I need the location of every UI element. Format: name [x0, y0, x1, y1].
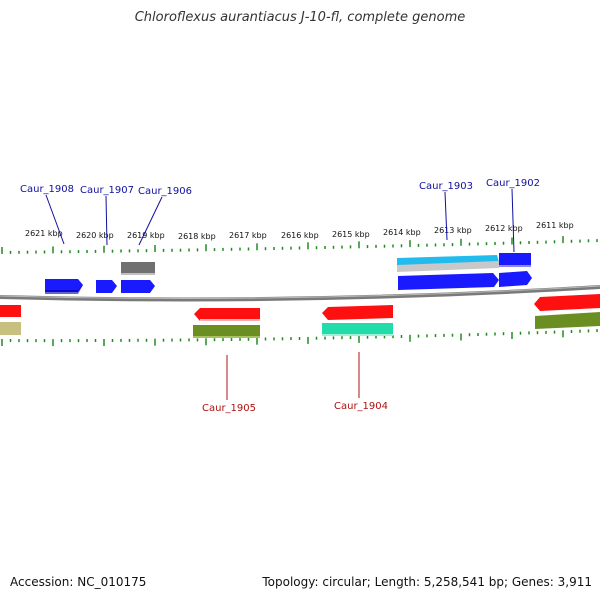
gene-arrow-caur-1907[interactable] [96, 280, 117, 293]
gene-arrow-caur-1904[interactable] [322, 305, 393, 320]
gene-label-caur-1904[interactable]: Caur_1904 [334, 401, 388, 412]
scale-label-2612: 2612 kbp [485, 224, 523, 233]
gene-label-caur-1903[interactable]: Caur_1903 [419, 181, 473, 192]
topology-label: Topology: circular; Length: 5,258,541 bp… [262, 575, 592, 589]
map-title: Chloroflexus aurantiacus J-10-fl, comple… [134, 10, 466, 25]
gene-label-caur-1905[interactable]: Caur_1905 [202, 403, 256, 414]
leader-caur-1908 [45, 194, 65, 245]
scale-label-2614: 2614 kbp [383, 228, 421, 237]
genome-backbone-highlight [0, 285, 600, 299]
gene-feature-right-red[interactable] [534, 294, 600, 311]
scale-label-2613: 2613 kbp [434, 226, 472, 235]
top-tick-track [1, 236, 598, 254]
scale-label-2621: 2621 kbp [25, 229, 63, 238]
accession-label: Accession: NC_010175 [10, 575, 147, 589]
gene-arrow-caur-1902[interactable] [499, 253, 532, 287]
gene-label-caur-1907[interactable]: Caur_1907 [80, 185, 134, 196]
gene-arrow-caur-1908[interactable] [45, 279, 83, 294]
gene-label-caur-1908[interactable]: Caur_1908 [20, 184, 74, 195]
leader-caur-1902 [511, 188, 515, 253]
bottom-tick-track [1, 329, 598, 347]
genome-backbone [0, 285, 600, 302]
leader-caur-1906 [138, 196, 163, 246]
gene-label-caur-1906[interactable]: Caur_1906 [138, 186, 192, 197]
gene-feature-olive-1905[interactable] [193, 325, 260, 338]
gene-arrow-caur-1903[interactable] [398, 273, 499, 290]
gene-feature-right-olive[interactable] [535, 312, 600, 329]
gene-arrow-caur-1905[interactable] [194, 308, 260, 321]
scale-label-2619: 2619 kbp [127, 231, 165, 240]
scale-label-2615: 2615 kbp [332, 230, 370, 239]
gene-feature-cyan[interactable] [397, 255, 499, 272]
gene-feature-teal-1904[interactable] [322, 323, 393, 336]
scale-label-2618: 2618 kbp [178, 232, 216, 241]
gene-feature-left-khaki[interactable] [0, 322, 21, 335]
leader-caur-1903 [444, 191, 448, 241]
scale-label-2620: 2620 kbp [76, 231, 114, 240]
gene-label-caur-1902[interactable]: Caur_1902 [486, 178, 540, 189]
scale-label-2617: 2617 kbp [229, 231, 267, 240]
gene-feature-gray[interactable] [121, 262, 155, 275]
leader-caur-1907 [105, 195, 108, 246]
scale-label-2611: 2611 kbp [536, 221, 574, 230]
gene-feature-left-red[interactable] [0, 305, 21, 317]
scale-label-2616: 2616 kbp [281, 231, 319, 240]
gene-arrow-caur-1906[interactable] [121, 280, 155, 293]
